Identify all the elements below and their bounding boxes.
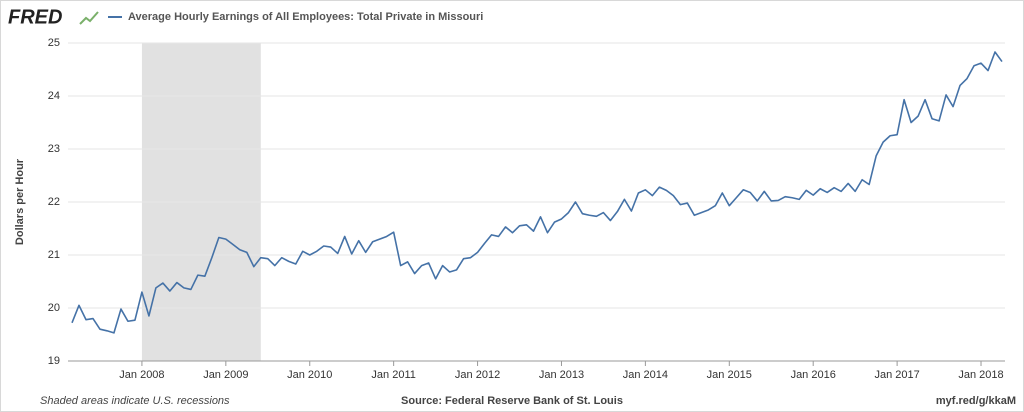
y-tick-label: 22 xyxy=(48,196,60,208)
series-line xyxy=(71,51,1003,334)
x-tick-label: Jan 2016 xyxy=(791,369,836,381)
y-axis-label: Dollars per Hour xyxy=(14,158,26,245)
x-tick-label: Jan 2012 xyxy=(455,369,500,381)
x-tick-label: Jan 2009 xyxy=(203,369,248,381)
y-tick-label: 21 xyxy=(48,249,60,261)
brand-logo: FRED xyxy=(8,6,62,28)
y-tick-label: 19 xyxy=(48,355,60,367)
legend-label: Average Hourly Earnings of All Employees… xyxy=(128,11,483,23)
x-tick-label: Jan 2008 xyxy=(119,369,164,381)
footnote: Shaded areas indicate U.S. recessions xyxy=(40,395,230,407)
x-tick-label: Jan 2013 xyxy=(539,369,584,381)
y-tick-label: 24 xyxy=(48,90,60,102)
x-tick-label: Jan 2018 xyxy=(958,369,1003,381)
x-tick-label: Jan 2011 xyxy=(371,369,415,381)
y-tick-label: 23 xyxy=(48,143,60,155)
y-tick-label: 25 xyxy=(48,37,60,49)
x-tick-label: Jan 2015 xyxy=(707,369,752,381)
y-tick-label: 20 xyxy=(48,302,60,314)
x-tick-label: Jan 2010 xyxy=(287,369,332,381)
x-tick-label: Jan 2017 xyxy=(874,369,919,381)
source: Source: Federal Reserve Bank of St. Loui… xyxy=(401,395,623,407)
logo-icon xyxy=(79,11,99,25)
link: myf.red/g/kkaM xyxy=(936,395,1016,407)
x-tick-label: Jan 2014 xyxy=(623,369,668,381)
